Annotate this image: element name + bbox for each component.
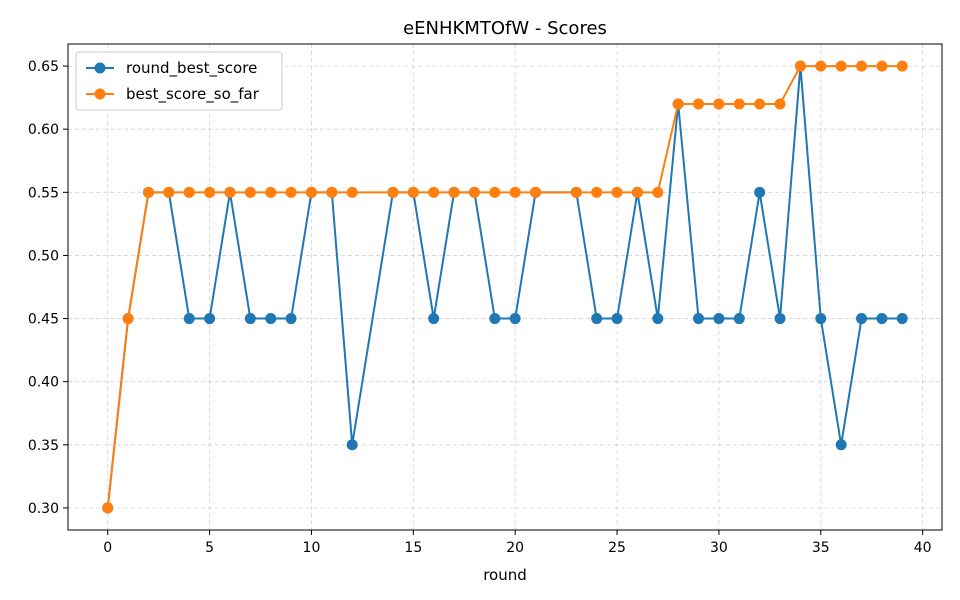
data-point <box>835 60 847 72</box>
legend-marker <box>94 88 106 100</box>
data-point <box>265 313 277 325</box>
plot-frame <box>67 43 943 531</box>
y-tick-label: 0.40 <box>28 375 59 391</box>
data-point <box>733 313 745 325</box>
data-point <box>652 313 664 325</box>
data-point <box>672 98 684 110</box>
legend-item: round_best_score <box>86 59 257 78</box>
data-point <box>428 186 440 198</box>
data-point <box>896 313 908 325</box>
data-point <box>204 186 216 198</box>
data-point <box>489 186 501 198</box>
data-point <box>407 186 419 198</box>
plot-series <box>102 60 908 514</box>
data-point <box>693 313 705 325</box>
x-tick-label: 35 <box>812 540 830 556</box>
grid <box>68 44 942 530</box>
data-point <box>489 313 501 325</box>
data-point <box>591 313 603 325</box>
data-point <box>183 186 195 198</box>
data-point <box>244 313 256 325</box>
data-point <box>631 186 643 198</box>
data-point <box>794 60 806 72</box>
series-best_score_so_far <box>102 60 908 514</box>
x-tick-label: 0 <box>103 540 112 556</box>
data-point <box>346 186 358 198</box>
data-point <box>448 186 460 198</box>
data-point <box>774 98 786 110</box>
data-point <box>265 186 277 198</box>
x-tick-label: 25 <box>608 540 626 556</box>
data-point <box>244 186 256 198</box>
data-point <box>876 60 888 72</box>
x-axis-label: round <box>483 566 527 584</box>
data-point <box>876 313 888 325</box>
data-point <box>713 313 725 325</box>
data-point <box>713 98 725 110</box>
data-point <box>570 186 582 198</box>
x-axis-ticks: 0 5 10 15 20 25 30 35 40 <box>103 530 932 556</box>
legend: round_best_score best_score_so_far <box>75 51 283 111</box>
x-tick-label: 40 <box>914 540 932 556</box>
data-point <box>591 186 603 198</box>
chart-title: eENHKMTOfW - Scores <box>403 18 607 39</box>
data-point <box>856 313 868 325</box>
data-point <box>387 186 399 198</box>
y-tick-label: 0.35 <box>28 438 59 454</box>
data-point <box>896 60 908 72</box>
x-tick-label: 15 <box>404 540 422 556</box>
data-point <box>774 313 786 325</box>
data-point <box>346 439 358 451</box>
x-tick-label: 30 <box>710 540 728 556</box>
legend-box <box>75 51 283 111</box>
data-point <box>611 313 623 325</box>
y-tick-label: 0.50 <box>28 248 59 264</box>
legend-label: round_best_score <box>126 59 257 78</box>
data-point <box>733 98 745 110</box>
data-point <box>468 186 480 198</box>
legend-item: best_score_so_far <box>86 85 260 104</box>
data-point <box>163 186 175 198</box>
y-tick-label: 0.65 <box>28 59 59 75</box>
data-point <box>183 313 195 325</box>
data-point <box>652 186 664 198</box>
y-tick-label: 0.30 <box>28 501 59 517</box>
data-point <box>835 439 847 451</box>
x-tick-label: 20 <box>506 540 524 556</box>
data-point <box>142 186 154 198</box>
legend-marker <box>94 62 106 74</box>
data-point <box>224 186 236 198</box>
data-point <box>693 98 705 110</box>
data-point <box>285 186 297 198</box>
data-point <box>611 186 623 198</box>
y-tick-label: 0.60 <box>28 122 59 138</box>
data-point <box>815 313 827 325</box>
data-point <box>102 502 114 514</box>
y-tick-label: 0.45 <box>28 312 59 328</box>
data-point <box>754 186 766 198</box>
series-line <box>106 65 903 509</box>
x-tick-label: 5 <box>205 540 214 556</box>
legend-label: best_score_so_far <box>126 85 260 104</box>
y-axis-ticks: 0.30 0.35 0.40 0.45 0.50 0.55 0.60 0.65 <box>28 59 68 517</box>
data-point <box>122 313 134 325</box>
data-point <box>856 60 868 72</box>
y-tick-label: 0.55 <box>28 185 59 201</box>
data-point <box>305 186 317 198</box>
data-point <box>530 186 542 198</box>
data-point <box>815 60 827 72</box>
series-round_best_score <box>102 60 908 514</box>
data-point <box>428 313 440 325</box>
data-point <box>204 313 216 325</box>
data-point <box>285 313 297 325</box>
data-point <box>326 186 338 198</box>
data-point <box>509 313 521 325</box>
x-tick-label: 10 <box>303 540 321 556</box>
data-point <box>509 186 521 198</box>
data-point <box>754 98 766 110</box>
